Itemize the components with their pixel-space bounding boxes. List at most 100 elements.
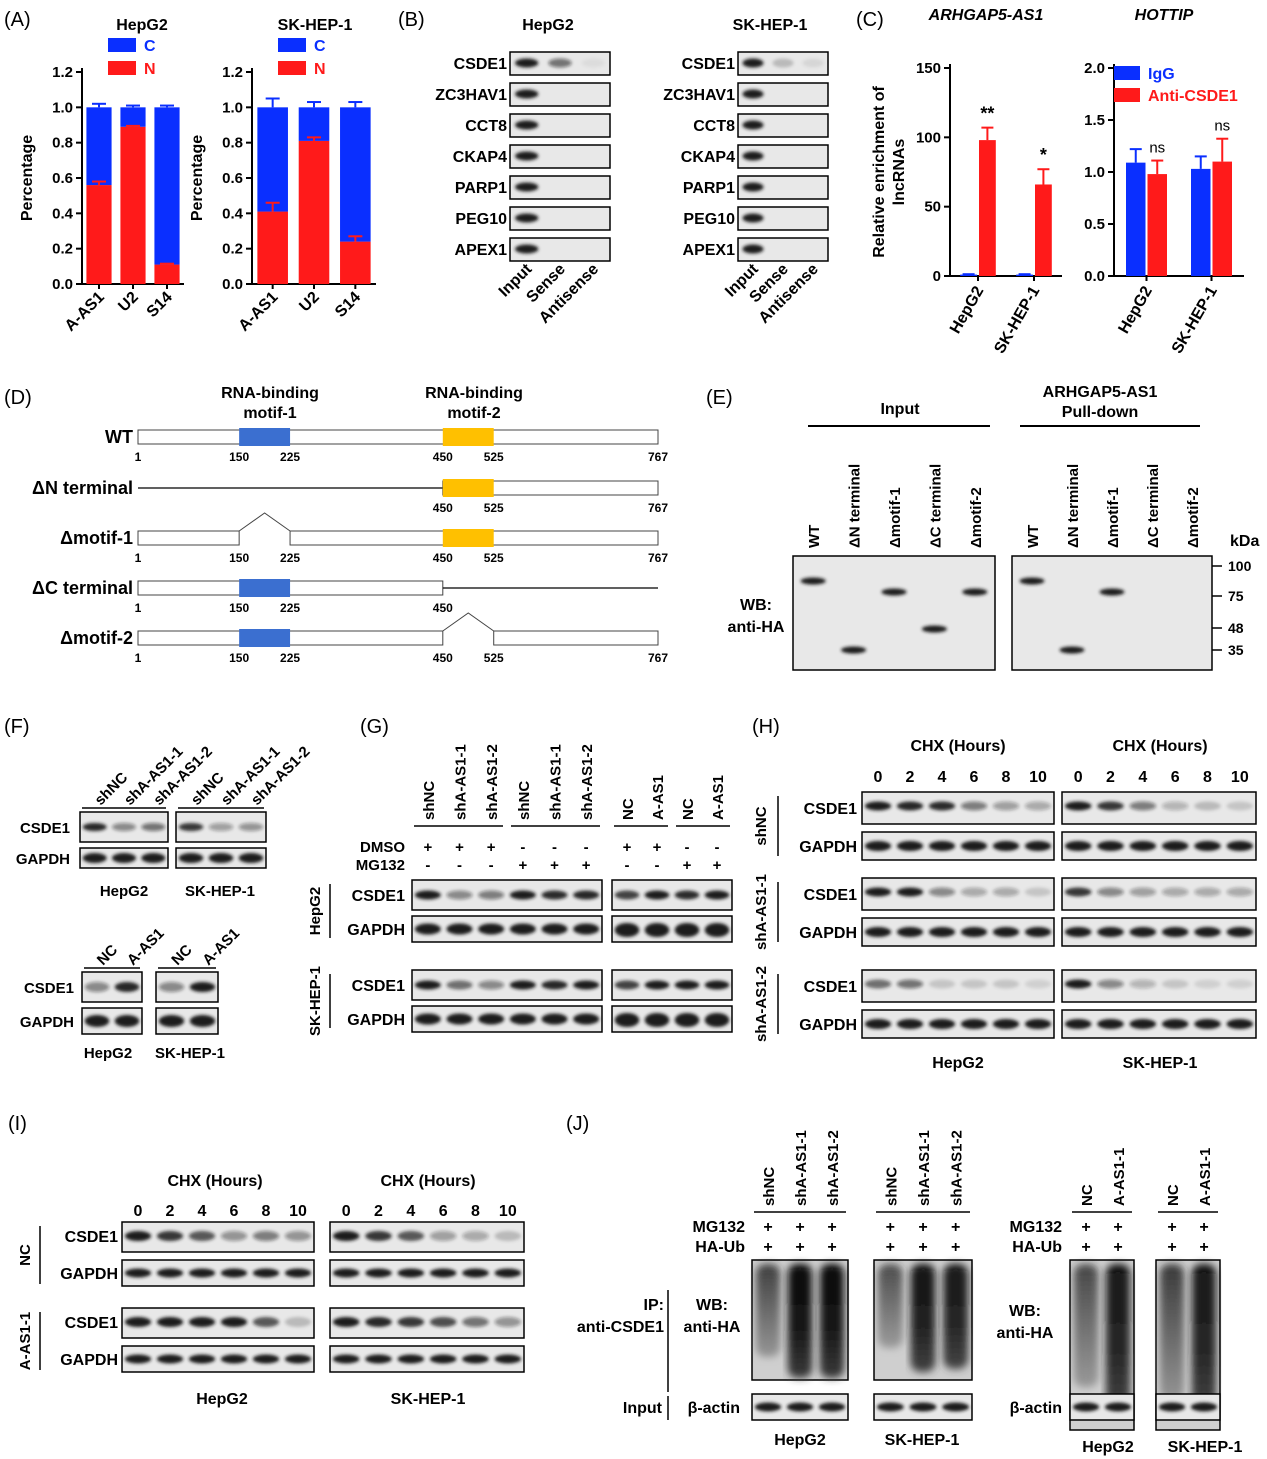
blot-row-label: PEG10	[455, 211, 507, 228]
time-label: 6	[439, 1203, 448, 1220]
csde1-band	[509, 890, 536, 900]
motif1-box	[239, 579, 291, 597]
wb-label: WB:	[1009, 1303, 1041, 1320]
gapdh-band	[1097, 1019, 1124, 1029]
gapdh-band	[494, 1354, 522, 1364]
treatment-sign: -	[425, 857, 430, 874]
pulldown-blot	[509, 237, 611, 262]
csde1-band	[864, 979, 892, 989]
mg132-blot-gapdh	[411, 915, 603, 943]
pulldown-blot	[737, 237, 829, 262]
chx-header: CHX (Hours)	[380, 1173, 475, 1190]
blot-row-label: ZC3HAV1	[663, 87, 735, 104]
legend-swatch-igg	[1114, 66, 1140, 80]
gapdh-band	[1064, 927, 1092, 937]
cell-line-label: HepG2	[84, 1045, 132, 1062]
csde1-band	[365, 1231, 392, 1241]
residue-number: 150	[229, 551, 249, 565]
gapdh-band	[541, 1013, 568, 1025]
csde1-band	[1161, 887, 1189, 897]
residue-number: 150	[229, 651, 249, 665]
blot-row-label: GAPDH	[799, 839, 857, 856]
chart-c1: 0 50 100 150 ** HepG2 * SK-HEP-1	[916, 60, 1062, 357]
mg132-blot-csde1	[411, 879, 603, 911]
gapdh-band	[1161, 1019, 1189, 1029]
gapdh-band	[332, 1268, 360, 1278]
chx-blot-gapdh	[329, 1345, 525, 1373]
blot-row-label: CSDE1	[65, 1315, 118, 1332]
y-axis-label: Percentage	[19, 135, 36, 221]
gapdh-band	[189, 1015, 216, 1027]
blot-row-label: CSDE1	[65, 1229, 118, 1246]
gapdh-band	[124, 1268, 152, 1278]
treatment-sign: +	[1167, 1239, 1176, 1256]
chx-blot-csde1	[1061, 877, 1257, 911]
csde1-band	[1097, 887, 1124, 897]
blot-row-label: CSDE1	[24, 980, 74, 997]
treatment-sign: -	[685, 839, 690, 856]
bar-cytoplasm	[120, 107, 146, 127]
csde1-band	[238, 823, 264, 831]
x-tick-label: A-AS1	[62, 289, 108, 335]
gapdh-band	[864, 927, 892, 937]
gapdh-band	[928, 1019, 956, 1029]
blot-band	[742, 213, 764, 223]
time-label: 6	[970, 769, 979, 786]
csde1-band	[178, 823, 204, 831]
csde1-band	[220, 1231, 248, 1241]
cell-line-label: SK-HEP-1	[1168, 1439, 1243, 1456]
blot-row-label: CSDE1	[682, 56, 735, 73]
blot-row-label: CKAP4	[453, 149, 507, 166]
wb-label-line1: WB:	[740, 597, 772, 614]
gapdh-band	[446, 923, 473, 935]
pulldown-blot	[509, 175, 611, 200]
actin-band	[876, 1402, 904, 1412]
csde1-band	[252, 1317, 280, 1327]
truncation-band	[1099, 588, 1125, 596]
time-label: 0	[342, 1203, 351, 1220]
csde1-band	[541, 980, 568, 990]
csde1-band	[84, 982, 110, 992]
csde1-band	[189, 982, 216, 992]
gapdh-band	[84, 1015, 110, 1027]
treatment-sign: +	[795, 1219, 804, 1236]
chx-header: CHX (Hours)	[1112, 738, 1207, 755]
gapdh-band	[614, 923, 640, 937]
motif1-label-line1: RNA-binding	[221, 385, 319, 402]
gapdh-band	[156, 1268, 184, 1278]
gapdh-band	[462, 1268, 489, 1278]
y-tick-label: 1.0	[52, 99, 73, 116]
panel-e: Input ARHGAP5-AS1 Pull-down WB: anti-HA …	[728, 384, 1260, 636]
gapdh-band	[509, 923, 536, 935]
truncation-band	[841, 646, 867, 654]
y-tick-label: 150	[916, 60, 941, 77]
lane-label: A-AS1-1	[1111, 1148, 1128, 1206]
treatment-sign: +	[1199, 1219, 1208, 1236]
treatment-label: MG132	[693, 1219, 746, 1236]
significance-mark: **	[980, 104, 994, 124]
group-label: shA-AS1-1	[753, 874, 770, 950]
blot-row-label: CSDE1	[804, 801, 857, 818]
truncation-band	[1019, 577, 1045, 585]
treatment-sign: +	[518, 857, 527, 874]
time-label: 2	[1106, 769, 1115, 786]
residue-number: 450	[433, 501, 453, 515]
lane-label: shA-AS1-1	[916, 1130, 933, 1206]
csde1-band	[1129, 979, 1157, 989]
chart-a2-title: SK-HEP-1	[278, 17, 353, 34]
wb-label: anti-HA	[997, 1325, 1054, 1342]
gapdh-band	[1161, 927, 1189, 937]
lane-label: A-AS1	[650, 775, 667, 820]
time-label: 0	[1074, 769, 1083, 786]
motif1-box	[239, 428, 291, 446]
csde1-band	[573, 890, 600, 900]
y-tick-label: 0.5	[1084, 216, 1105, 233]
y-tick-label: 0.8	[52, 135, 73, 152]
construct-label: Δmotif-2	[60, 628, 133, 648]
csde1-band	[1064, 887, 1092, 897]
y-tick-label: 0.0	[222, 276, 243, 293]
csde1-band	[1097, 801, 1124, 811]
panel-label-b: (B)	[398, 9, 425, 31]
gapdh-band	[397, 1354, 425, 1364]
treatment-sign: +	[886, 1239, 895, 1256]
